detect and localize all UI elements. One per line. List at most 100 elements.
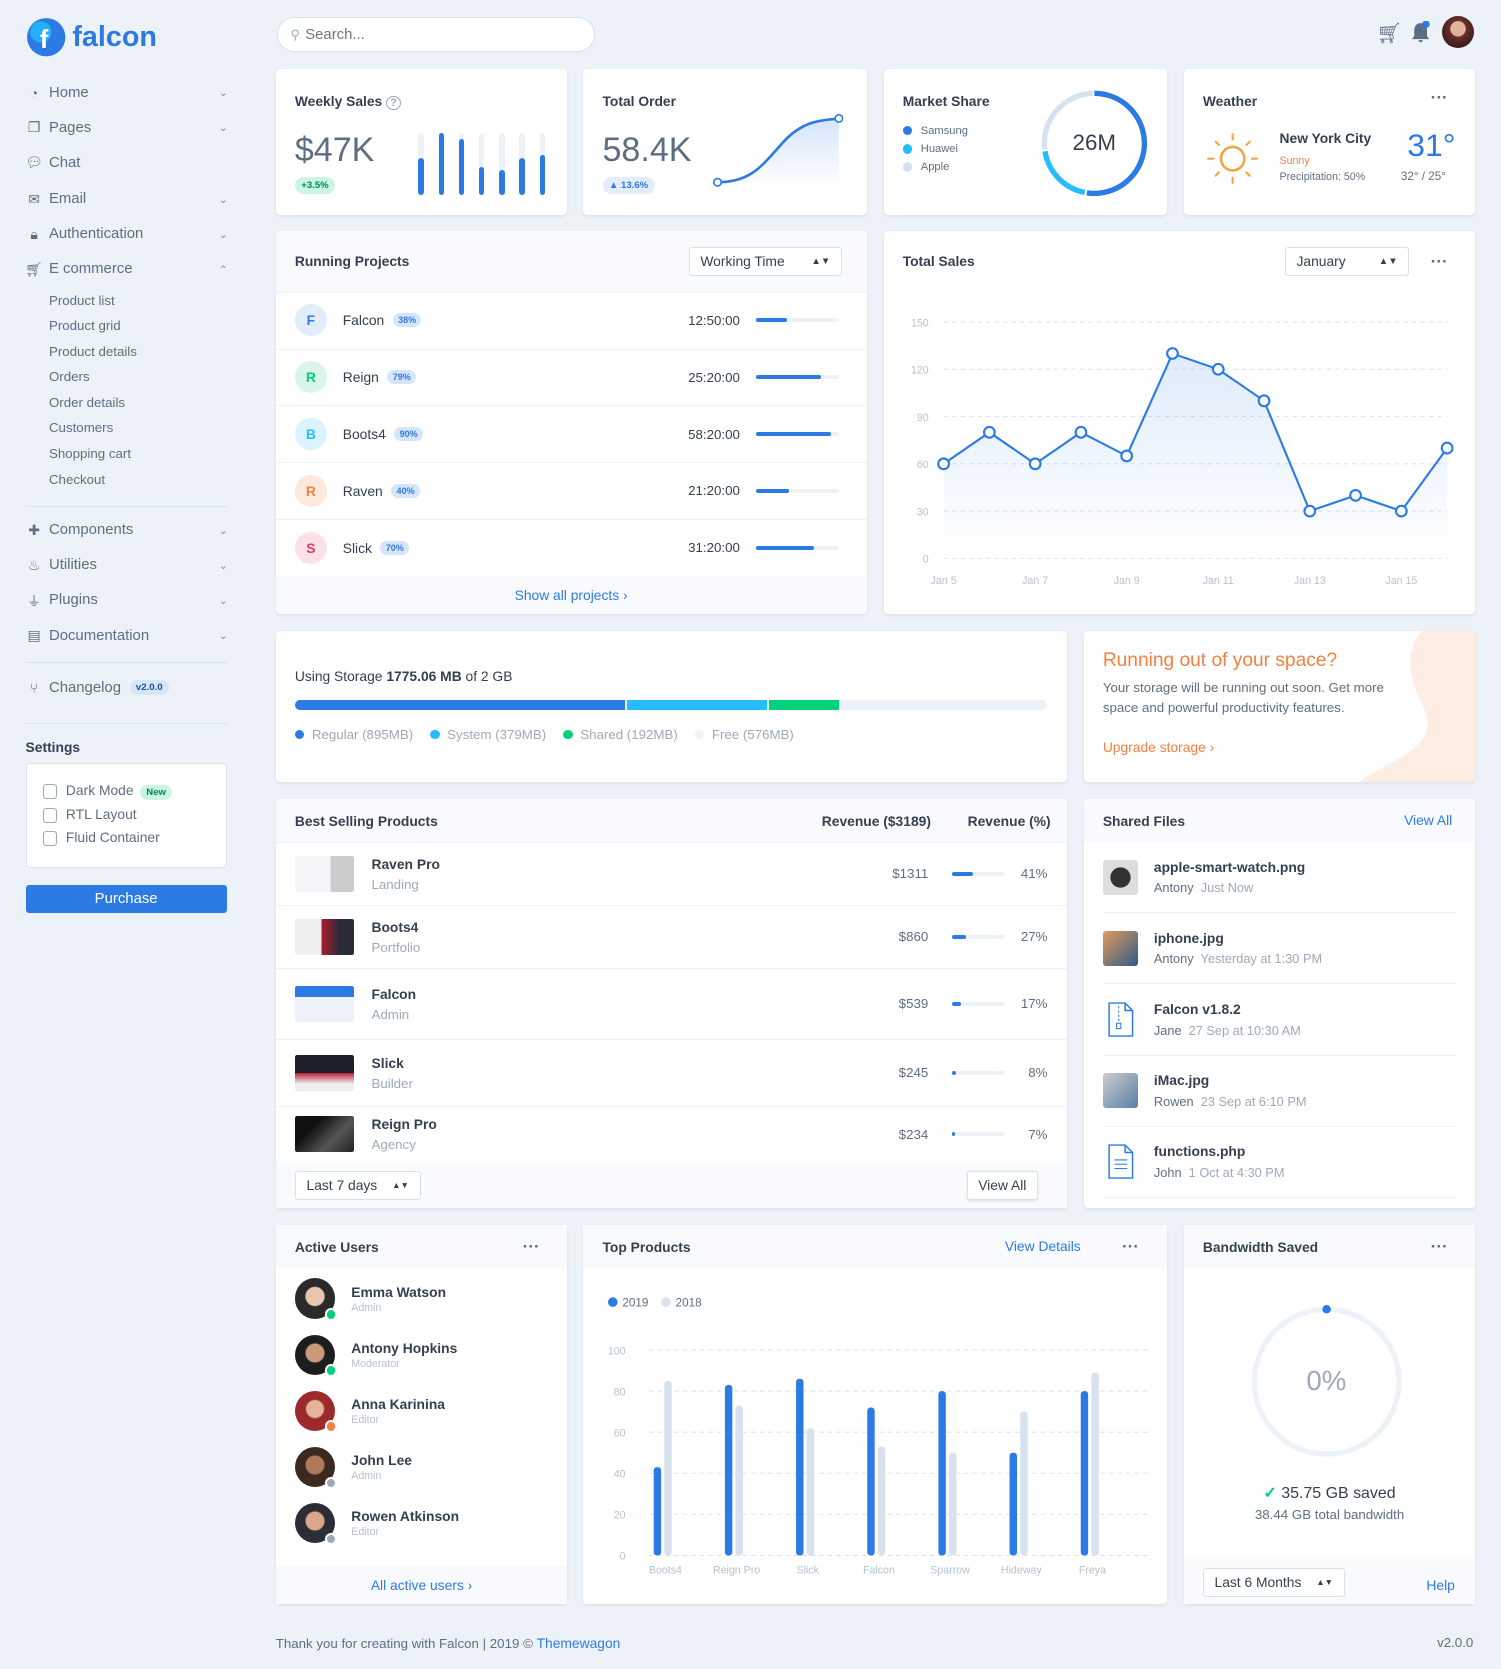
divider [25,662,227,664]
more-options-icon[interactable]: ··· [1430,88,1448,108]
status-indicator [324,1308,338,1322]
sidebar-subitem[interactable]: Product details [48,343,137,359]
product-row[interactable]: Boots4 Portfolio $860 27% [275,904,1067,968]
setting-rtl-layout[interactable]: RTL Layout [42,806,137,823]
brand-logo[interactable]: f falcon [26,17,157,57]
sidebar-subitem[interactable]: Product grid [48,318,121,334]
user-row[interactable]: John Lee Admin [294,1446,412,1490]
product-name: Reign Pro [371,1116,437,1133]
sidebar-item-e-commerce[interactable]: 🛒︎ E commerce ⌃ [25,261,228,278]
file-name[interactable]: functions.php [1153,1143,1246,1160]
user-name[interactable]: Rowen Atkinson [351,1508,460,1524]
sidebar-item-home[interactable]: ◔ Home ⌄ [26,84,228,101]
question-icon[interactable]: ? [386,95,401,110]
user-row[interactable]: Emma Watson Admin [294,1278,447,1322]
product-row[interactable]: Raven Pro Landing $1311 41% [275,842,1067,905]
chevron-down-icon: ⌄ [218,87,228,100]
checkbox[interactable] [42,831,58,846]
brand-name: falcon [72,20,157,53]
sidebar-subitem[interactable]: Checkout [48,471,106,487]
working-time-select[interactable]: Working Time ▲▼ [688,246,842,276]
sidebar-item-pages[interactable]: ❐ Pages ⌄ [26,119,228,136]
product-name: Slick [371,1054,404,1071]
purchase-button[interactable]: Purchase [25,884,227,914]
product-row[interactable]: Reign Pro Agency $234 7% [275,1106,1067,1161]
total-order-card: Total Order 58.4K ▲ 13.6% [583,69,867,216]
cart-icon[interactable]: 🛒︎ [1376,23,1403,46]
file-row[interactable]: Falcon v1.8.2 Jane 27 Sep at 10:30 AM [1102,984,1457,1056]
upgrade-storage-link[interactable]: Upgrade storage › [1102,738,1215,755]
user-name[interactable]: Emma Watson [351,1283,447,1300]
data-point [1119,450,1133,463]
sidebar-item-utilities[interactable]: ♨ Utilities ⌄ [26,557,228,574]
file-name[interactable]: iMac.jpg [1153,1072,1210,1089]
file-name[interactable]: apple-smart-watch.png [1153,859,1306,876]
file-row[interactable]: apple-smart-watch.png Antony Just Now [1102,842,1457,914]
project-row[interactable]: F Falcon 38% 12:50:00 [275,291,867,348]
file-name[interactable]: Falcon v1.8.2 [1153,1001,1241,1018]
best-selling-card: Best Selling Products Revenue ($3189) Re… [275,799,1067,1209]
file-row[interactable]: iphone.jpg Antony Yesterday at 1:30 PM [1102,913,1457,985]
user-name[interactable]: Antony Hopkins [351,1339,458,1356]
help-link[interactable]: Help [1426,1576,1455,1593]
project-row[interactable]: R Reign 79% 25:20:00 [275,348,867,405]
sidebar-item-email[interactable]: ✉ Email ⌄ [26,191,228,208]
data-point [1074,426,1087,440]
sidebar-item-authentication[interactable]: 🔒︎ Authentication ⌄ [26,226,227,243]
zip-file-icon [1103,1002,1138,1037]
file-name[interactable]: iphone.jpg [1153,930,1224,947]
y-tick-label: 150 [911,318,929,330]
all-active-users-link[interactable]: All active users › [370,1576,473,1593]
footer-version: v2.0.0 [1437,1635,1474,1651]
checkbox[interactable] [42,784,58,800]
sidebar-item-documentation[interactable]: ▤ Documentation ⌄ [26,627,228,644]
month-select[interactable]: January ▲▼ [1284,246,1410,276]
more-options-icon[interactable]: ··· [1430,252,1448,272]
sidebar-subitem[interactable]: Shopping cart [48,446,132,462]
more-options-icon[interactable]: ··· [522,1236,540,1256]
card-title: Shared Files [1102,813,1186,830]
user-avatar[interactable] [1442,15,1475,48]
project-row[interactable]: B Boots4 90% 58:20:00 [275,405,867,461]
more-options-icon[interactable]: ··· [1430,1236,1448,1256]
donut-slice [1041,91,1147,197]
sidebar-item-components[interactable]: ✚ Components ⌄ [26,522,228,539]
weather-range: 32° / 25° [1400,170,1446,184]
sidebar-item-plugins[interactable]: ⏚ Plugins ⌄ [26,592,228,609]
search-input[interactable] [305,26,561,43]
sidebar-subitem[interactable]: Customers [48,420,114,436]
search-box[interactable]: ⚲ [276,17,596,53]
sidebar-item-changelog[interactable]: ⑂ Changelog v2.0.0 [26,679,228,696]
view-all-button[interactable]: View All [966,1170,1039,1200]
project-row[interactable]: R Raven 40% 21:20:00 [275,462,867,518]
sidebar-subitem[interactable]: Product list [48,292,115,308]
sidebar-subitem[interactable]: Order details [48,394,126,410]
themewagon-link[interactable]: Themewagon [536,1635,621,1652]
period-select[interactable]: Last 6 Months ▲▼ [1202,1568,1345,1597]
user-name[interactable]: Anna Karinina [351,1395,445,1412]
project-row[interactable]: S Slick 70% 31:20:00 [275,519,867,575]
sidebar-item-chat[interactable]: 💬︎ Chat [25,154,228,171]
setting-dark-mode[interactable]: Dark Mode New [42,782,173,801]
product-row[interactable]: Slick Builder $245 8% [275,1038,1067,1106]
user-row[interactable]: Anna Karinina Editor [294,1390,445,1434]
user-row[interactable]: Rowen Atkinson Editor [294,1502,460,1546]
x-tick-label: Slick [797,1564,820,1576]
revenue-progress [951,1132,1005,1137]
sidebar-subitem[interactable]: Orders [48,369,90,385]
user-row[interactable]: Antony Hopkins Moderator [294,1334,458,1378]
select-value: Working Time [700,253,785,270]
date-range-select[interactable]: Last 7 days ▲▼ [294,1170,421,1200]
view-all-link[interactable]: View All [1404,812,1453,829]
file-row[interactable]: functions.php John 1 Oct at 4:30 PM [1102,1126,1457,1198]
setting-fluid-container[interactable]: Fluid Container [42,829,160,846]
checkbox[interactable] [42,807,58,823]
bell-icon[interactable] [1410,20,1431,44]
user-name[interactable]: John Lee [351,1451,412,1468]
show-all-projects-link[interactable]: Show all projects › [514,586,628,603]
product-row[interactable]: Falcon Admin $539 17% [275,967,1067,1039]
product-revenue: $539 [898,996,929,1012]
more-options-icon[interactable]: ··· [1121,1236,1139,1256]
file-row[interactable]: iMac.jpg Rowen 23 Sep at 6:10 PM [1102,1055,1457,1127]
view-details-link[interactable]: View Details [1004,1238,1081,1254]
